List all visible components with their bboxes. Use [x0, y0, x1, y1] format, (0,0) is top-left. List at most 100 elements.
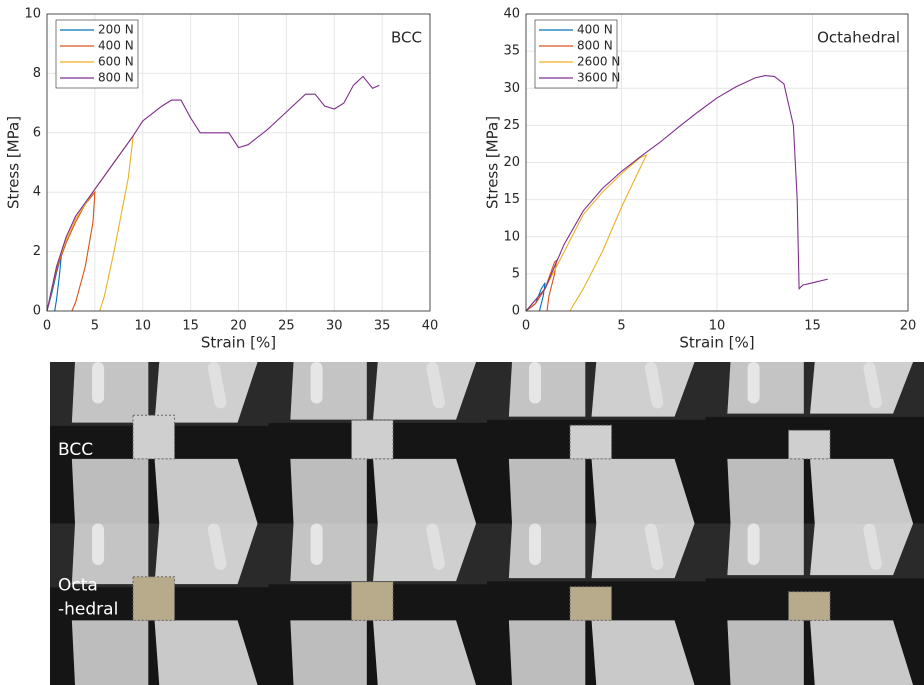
- y-tick-label: 6: [33, 125, 41, 140]
- legend: 200 N 400 N 600 N 800 N: [55, 19, 139, 89]
- x-tick-label: 15: [804, 319, 821, 334]
- lower-grip: [508, 458, 586, 524]
- lower-grip: [71, 620, 149, 685]
- photo-cell: [487, 523, 706, 685]
- lower-grip: [727, 458, 804, 524]
- x-axis-label: Strain [%]: [679, 334, 754, 352]
- y-tick-label: 5: [512, 266, 520, 281]
- photo-cell: [268, 362, 487, 524]
- photo-cell: [705, 523, 924, 685]
- photo-cell: [50, 362, 269, 524]
- grip-slot: [863, 362, 882, 409]
- upper-grip: [154, 523, 258, 585]
- lower-grip: [290, 458, 367, 524]
- lattice-specimen: [788, 429, 831, 460]
- x-tick-label: 25: [278, 319, 295, 334]
- x-tick-label: 15: [182, 319, 199, 334]
- lower-grip: [810, 620, 914, 685]
- upper-grip: [727, 523, 804, 576]
- x-tick-label: 0: [522, 319, 530, 334]
- x-tick-label: 5: [91, 319, 99, 334]
- lower-grip: [154, 620, 258, 685]
- grip-slot: [207, 523, 227, 570]
- data-line: [46, 190, 96, 312]
- data-line: [525, 154, 648, 312]
- photo-cell: [268, 523, 487, 685]
- legend-label: 800 N: [577, 39, 613, 53]
- x-axis-label: Strain [%]: [201, 334, 276, 352]
- upper-grip: [727, 362, 804, 414]
- lattice-specimen: [788, 591, 831, 621]
- grip-slot: [426, 523, 445, 570]
- legend-box: [55, 19, 139, 89]
- y-tick-label: 0: [512, 304, 520, 319]
- legend-box: [534, 19, 618, 89]
- row-label: Octa: [58, 576, 98, 596]
- grip-slot: [644, 362, 664, 409]
- data-line: [525, 75, 828, 312]
- data-line: [46, 75, 380, 312]
- upper-grip: [154, 362, 258, 423]
- x-tick-label: 30: [326, 319, 343, 334]
- grip-slot: [863, 523, 882, 570]
- y-axis-label: Stress [MPa]: [5, 116, 23, 209]
- upper-grip: [290, 523, 367, 582]
- annotation: BCC: [391, 29, 422, 47]
- x-tick-label: 5: [617, 319, 625, 334]
- y-tick-label: 30: [503, 81, 520, 96]
- upper-grip: [591, 362, 695, 417]
- y-axis-label: Stress [MPa]: [484, 116, 502, 209]
- photo-cell: [487, 362, 706, 524]
- upper-grip: [71, 523, 149, 585]
- lattice-specimen: [132, 414, 176, 460]
- axes-box: [525, 13, 909, 312]
- lower-grip: [810, 458, 914, 524]
- legend-label: 3600 N: [577, 71, 620, 85]
- y-tick-label: 4: [33, 185, 41, 200]
- row-label: BCC: [58, 440, 93, 460]
- photo-cell: [50, 523, 269, 685]
- y-tick-label: 20: [503, 155, 520, 170]
- legend-label: 200 N: [98, 23, 134, 37]
- lower-grip: [71, 458, 149, 524]
- upper-grip: [508, 523, 586, 579]
- lattice-specimen: [569, 586, 613, 621]
- annotation: Octahedral: [817, 29, 900, 47]
- y-tick-label: 35: [503, 44, 520, 59]
- grip-slot: [426, 362, 445, 409]
- lower-grip: [290, 620, 367, 685]
- legend: 400 N 800 N 2600 N 3600 N: [534, 19, 620, 89]
- upper-grip: [508, 362, 586, 417]
- lower-grip: [508, 620, 586, 685]
- y-tick-label: 0: [33, 304, 41, 319]
- legend-label: 2600 N: [577, 55, 620, 69]
- legend-label: 400 N: [98, 39, 134, 53]
- x-tick-label: 40: [422, 319, 439, 334]
- y-tick-label: 25: [503, 118, 520, 133]
- y-tick-label: 10: [503, 229, 520, 244]
- lattice-specimen: [351, 581, 394, 621]
- x-tick-label: 20: [230, 319, 247, 334]
- y-tick-label: 8: [33, 66, 41, 81]
- upper-grip: [373, 362, 477, 420]
- lattice-specimen: [132, 576, 176, 621]
- y-tick-label: 15: [503, 192, 520, 207]
- lower-grip: [727, 620, 804, 685]
- upper-grip: [810, 523, 914, 576]
- lower-grip: [154, 458, 258, 524]
- upper-grip: [373, 523, 477, 582]
- upper-grip: [591, 523, 695, 579]
- lower-grip: [373, 458, 477, 524]
- legend-label: 800 N: [98, 71, 134, 85]
- grip-slot: [644, 523, 664, 570]
- y-tick-label: 2: [33, 244, 41, 259]
- lattice-specimen: [569, 424, 613, 460]
- x-tick-label: 20: [900, 319, 917, 334]
- legend-label: 400 N: [577, 23, 613, 37]
- y-tick-label: 10: [24, 7, 41, 22]
- lattice-specimen: [351, 419, 394, 460]
- lower-grip: [591, 458, 695, 524]
- axes-box: [46, 13, 431, 312]
- x-tick-label: 10: [709, 319, 726, 334]
- x-tick-label: 0: [43, 319, 51, 334]
